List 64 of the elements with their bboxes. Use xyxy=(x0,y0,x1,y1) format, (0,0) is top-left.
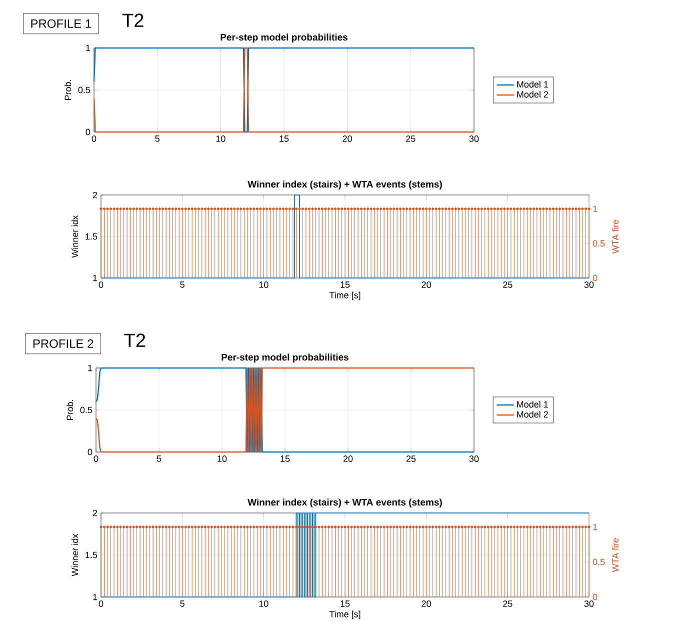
y-tick-label: 0 xyxy=(88,448,92,456)
legend-label: Model 2 xyxy=(517,90,548,98)
x-tick-label: 30 xyxy=(469,136,479,142)
x-tick-label: 15 xyxy=(280,136,289,142)
x-tick-label: 5 xyxy=(180,282,184,288)
y-tick-label: 0 xyxy=(86,128,90,136)
x-tick-label: 10 xyxy=(259,282,268,288)
chart-title: Winner index (stairs) + WTA events (stems) xyxy=(248,180,442,190)
x-tick-label: 20 xyxy=(422,282,431,288)
x-tick-label: 15 xyxy=(280,456,290,462)
y-tick-label: 1.5 xyxy=(86,552,98,558)
x-tick-label: 10 xyxy=(259,600,268,607)
x-tick-label: 25 xyxy=(406,456,416,462)
y2-tick-label: 0.5 xyxy=(592,558,605,566)
x-tick-label: 25 xyxy=(406,136,416,142)
x-tick-label: 10 xyxy=(216,136,226,142)
x-tick-label: 25 xyxy=(503,282,512,288)
x-tick-label: 30 xyxy=(584,282,594,288)
y-axis-title: Winner idx xyxy=(71,215,78,258)
x-tick-label: 20 xyxy=(343,456,353,462)
y-tick-label: 1.5 xyxy=(86,233,98,240)
y-axis-title: Prob. xyxy=(64,80,72,100)
text: PROFILE 1 xyxy=(31,19,92,28)
text: PROFILE 2 xyxy=(33,339,94,348)
x-tick-label: 5 xyxy=(180,600,184,607)
legend-label: Model 1 xyxy=(517,400,548,408)
y2-axis-title: WTA fire xyxy=(612,220,619,254)
x-tick-label: 10 xyxy=(218,456,227,462)
x-tick-label: 30 xyxy=(469,456,479,462)
x-tick-label: 15 xyxy=(340,282,350,288)
y2-tick-label: 1 xyxy=(593,206,598,212)
y-tick-label: 1 xyxy=(93,274,98,282)
x-tick-label: 5 xyxy=(156,456,162,462)
chart-title: Per-step model probabilities xyxy=(222,354,348,362)
legend-label: Model 2 xyxy=(517,410,548,418)
y-axis-title: Prob. xyxy=(66,400,74,420)
x-tick-label: 15 xyxy=(340,600,350,607)
y2-tick-label: 0 xyxy=(592,594,598,600)
y2-tick-label: 0.5 xyxy=(592,240,605,247)
y-tick-label: 1 xyxy=(86,44,90,52)
x-axis-title: Time [s] xyxy=(329,610,360,620)
y-tick-label: 2 xyxy=(92,192,98,198)
legend-label: Model 1 xyxy=(517,80,548,88)
x-tick-label: 20 xyxy=(342,136,352,142)
x-tick-label: 0 xyxy=(98,282,104,288)
y-tick-label: 0.5 xyxy=(78,86,90,94)
y-tick-label: 1 xyxy=(88,364,92,372)
chart-title: Winner index (stairs) + WTA events (stems) xyxy=(248,498,442,508)
y2-tick-label: 0 xyxy=(592,274,598,282)
y-tick-label: 1 xyxy=(93,594,98,600)
y2-tick-label: 1 xyxy=(593,524,598,530)
x-axis-title: Time [s] xyxy=(329,292,360,300)
text: T2 xyxy=(124,334,146,347)
text: T2 xyxy=(122,14,144,27)
x-tick-label: 30 xyxy=(584,600,594,607)
x-tick-label: 25 xyxy=(503,600,512,607)
x-tick-label: 5 xyxy=(155,136,160,142)
y-tick-label: 2 xyxy=(92,510,98,516)
y2-axis-title: WTA fire xyxy=(612,538,619,572)
x-tick-label: 0 xyxy=(98,600,104,607)
y-tick-label: 0.5 xyxy=(80,406,92,414)
y-axis-title: Winner idx xyxy=(71,534,78,576)
x-tick-label: 20 xyxy=(422,600,431,607)
chart-title: Per-step model probabilities xyxy=(220,34,348,42)
